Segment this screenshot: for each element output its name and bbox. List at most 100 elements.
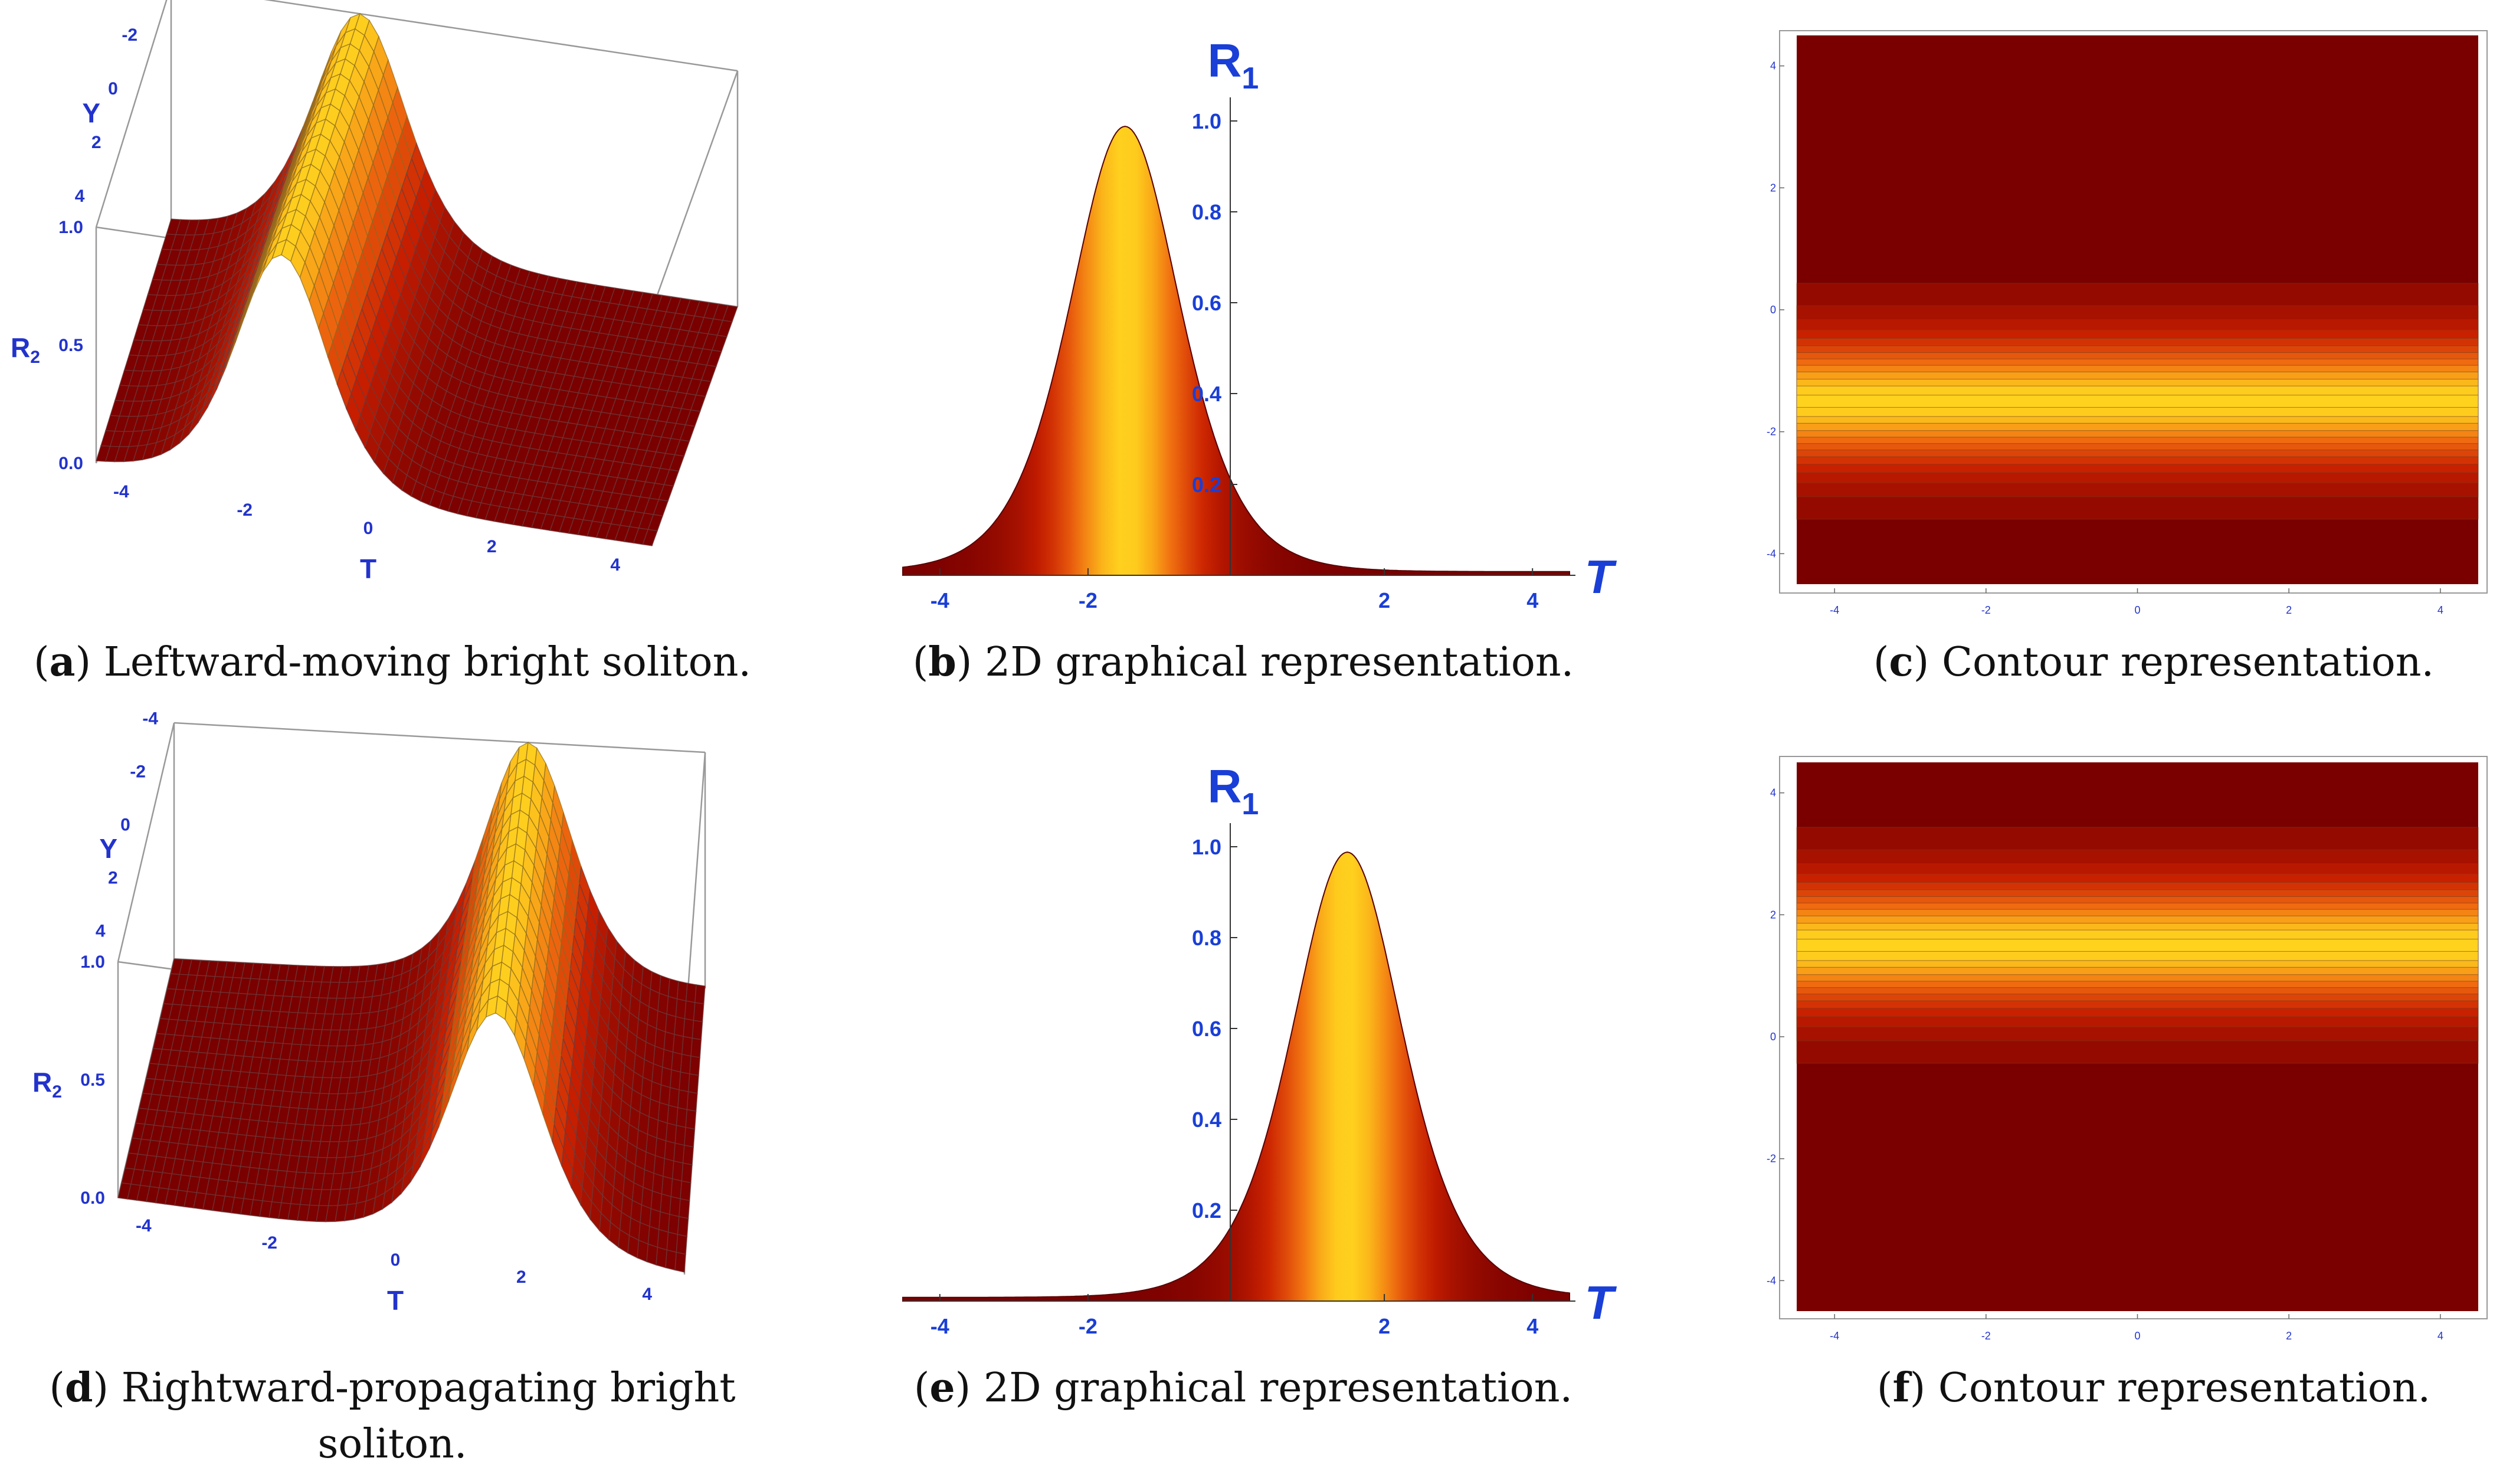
y-tick-label: 0.6 bbox=[1192, 1017, 1221, 1041]
surface-patch bbox=[674, 1125, 686, 1146]
surface-patch bbox=[658, 1211, 670, 1233]
t-axis-label: T bbox=[360, 553, 376, 584]
panel-f: -4 -2 0 2 4 4 2 0 -2 -4 bbox=[1767, 756, 2488, 1342]
surface-patch bbox=[676, 1234, 688, 1255]
caption-letter: c bbox=[1889, 638, 1913, 686]
surface-patch bbox=[686, 1091, 698, 1112]
contour-bands bbox=[1796, 827, 2479, 1064]
surface-patch bbox=[674, 1016, 686, 1037]
z-axis-label-sub: 2 bbox=[52, 1082, 62, 1102]
caption-paren-close: ) bbox=[955, 1365, 984, 1411]
y-tick-label: 0.2 bbox=[1192, 473, 1221, 497]
surface-patch bbox=[685, 1109, 697, 1130]
surface-patch bbox=[646, 1243, 658, 1266]
surface-patch bbox=[683, 1018, 694, 1039]
y-tick-label: 0.2 bbox=[1192, 1198, 1221, 1223]
surface-patch bbox=[637, 1239, 649, 1263]
surface-patch bbox=[661, 1175, 673, 1197]
y-tick-label: 4 bbox=[75, 186, 85, 206]
captions-root: (a) Leftward-moving bright soliton. (b) 2… bbox=[34, 638, 2434, 1467]
caption-paren-close: ) bbox=[93, 1365, 122, 1411]
y-tick-label: -4 bbox=[1767, 1275, 1776, 1286]
caption-text: Contour representation. bbox=[1938, 1365, 2430, 1411]
surface-patch bbox=[680, 1180, 692, 1201]
y-tick-label: -2 bbox=[1767, 426, 1776, 438]
surface-patch bbox=[672, 1034, 684, 1055]
x-tick-label: -4 bbox=[931, 1314, 949, 1338]
surface-patch bbox=[653, 1155, 666, 1177]
x-tick-label: 2 bbox=[1378, 588, 1390, 612]
x-tick-label: 0 bbox=[2134, 1330, 2140, 1342]
x-tick-label: 2 bbox=[2286, 1330, 2292, 1342]
caption-paren-open: ( bbox=[49, 1365, 65, 1411]
y-tick-label: -2 bbox=[1767, 1153, 1776, 1165]
surface-patch bbox=[676, 1107, 688, 1128]
y-tick-label: 0.8 bbox=[1192, 200, 1221, 224]
caption-paren-close: ) bbox=[76, 639, 104, 686]
surface-patch bbox=[668, 1087, 680, 1109]
caption-letter: f bbox=[1892, 1364, 1912, 1411]
surface-patch bbox=[665, 1122, 677, 1144]
t-tick-label: -4 bbox=[113, 482, 129, 502]
caption-text: soliton. bbox=[317, 1421, 467, 1467]
x-tick-label: 4 bbox=[2438, 1330, 2443, 1342]
t-tick-label: 0 bbox=[363, 519, 374, 538]
panel-c: -4 -2 0 2 4 4 2 0 -2 -4 bbox=[1767, 30, 2488, 616]
r1-axis-label-main: R bbox=[1208, 34, 1242, 87]
t-axis-label: T bbox=[387, 1285, 404, 1316]
surface-patch bbox=[674, 1252, 686, 1273]
caption-c-line: (c) Contour representation. bbox=[1873, 638, 2434, 686]
z-tick-label: 1.0 bbox=[80, 952, 105, 972]
surface-patch bbox=[647, 1226, 660, 1248]
surface-patch bbox=[667, 1214, 680, 1235]
y-tick-label: 0.8 bbox=[1192, 926, 1221, 950]
x-tick-label: 2 bbox=[1378, 1314, 1390, 1338]
caption-text: Leftward-moving bright soliton. bbox=[104, 639, 751, 686]
box-edge bbox=[95, 0, 168, 228]
y-tick-label: 0.4 bbox=[1192, 382, 1221, 406]
box-edge bbox=[173, 722, 706, 754]
x-ticks: -4 -2 2 4 bbox=[931, 1294, 1538, 1338]
caption-a-line: (a) Leftward-moving bright soliton. bbox=[34, 638, 751, 686]
y-tick-label: 0.4 bbox=[1192, 1108, 1221, 1132]
caption-paren-open: ( bbox=[1877, 1365, 1893, 1411]
x-tick-label: 4 bbox=[1526, 1314, 1538, 1338]
y-tick-label: -4 bbox=[142, 709, 158, 729]
surface-patch bbox=[670, 1178, 683, 1200]
r1-curve-area bbox=[902, 126, 1570, 576]
z-tick-label: 0.5 bbox=[58, 336, 83, 355]
surface-patch bbox=[685, 982, 697, 1003]
y-tick-label: -2 bbox=[122, 25, 137, 45]
y-tick-label: 0 bbox=[1770, 1031, 1776, 1043]
x-tick-label: -2 bbox=[1079, 1314, 1097, 1338]
surface-patch bbox=[682, 1145, 694, 1166]
surface-patch bbox=[692, 1020, 703, 1040]
surface-patch bbox=[657, 1229, 669, 1251]
y-axis-label: Y bbox=[99, 833, 117, 864]
surface-patch bbox=[682, 1036, 693, 1057]
surface-patch bbox=[673, 1142, 685, 1164]
y-tick-label: 1.0 bbox=[1192, 835, 1221, 859]
surface-patch bbox=[689, 1055, 701, 1076]
t-tick-label: 2 bbox=[487, 537, 497, 556]
surface-patch bbox=[652, 1172, 664, 1195]
y-tick-label: 4 bbox=[1770, 787, 1776, 799]
r1-axis-label-sub: 1 bbox=[1241, 61, 1259, 96]
surface-patch bbox=[654, 1137, 667, 1159]
box-edge bbox=[264, 0, 738, 72]
y-tick-label: 0.6 bbox=[1192, 291, 1221, 315]
z-axis-label-main: R bbox=[11, 332, 30, 363]
x-tick-label: 4 bbox=[1526, 588, 1538, 612]
surface-patch bbox=[660, 1066, 672, 1089]
surface-patch bbox=[693, 1002, 705, 1023]
surface-patch bbox=[656, 1119, 668, 1142]
surface-patch bbox=[660, 1193, 672, 1216]
surface-patch bbox=[666, 1231, 679, 1253]
contour-band bbox=[1796, 939, 2479, 952]
surface-patch bbox=[694, 984, 706, 1005]
r1-axis-label: R1 bbox=[1208, 34, 1259, 96]
z-axis-ticks: 0.0 0.5 1.0 bbox=[58, 218, 83, 473]
t-tick-label: 2 bbox=[516, 1267, 526, 1287]
surface-patch bbox=[679, 1072, 690, 1093]
